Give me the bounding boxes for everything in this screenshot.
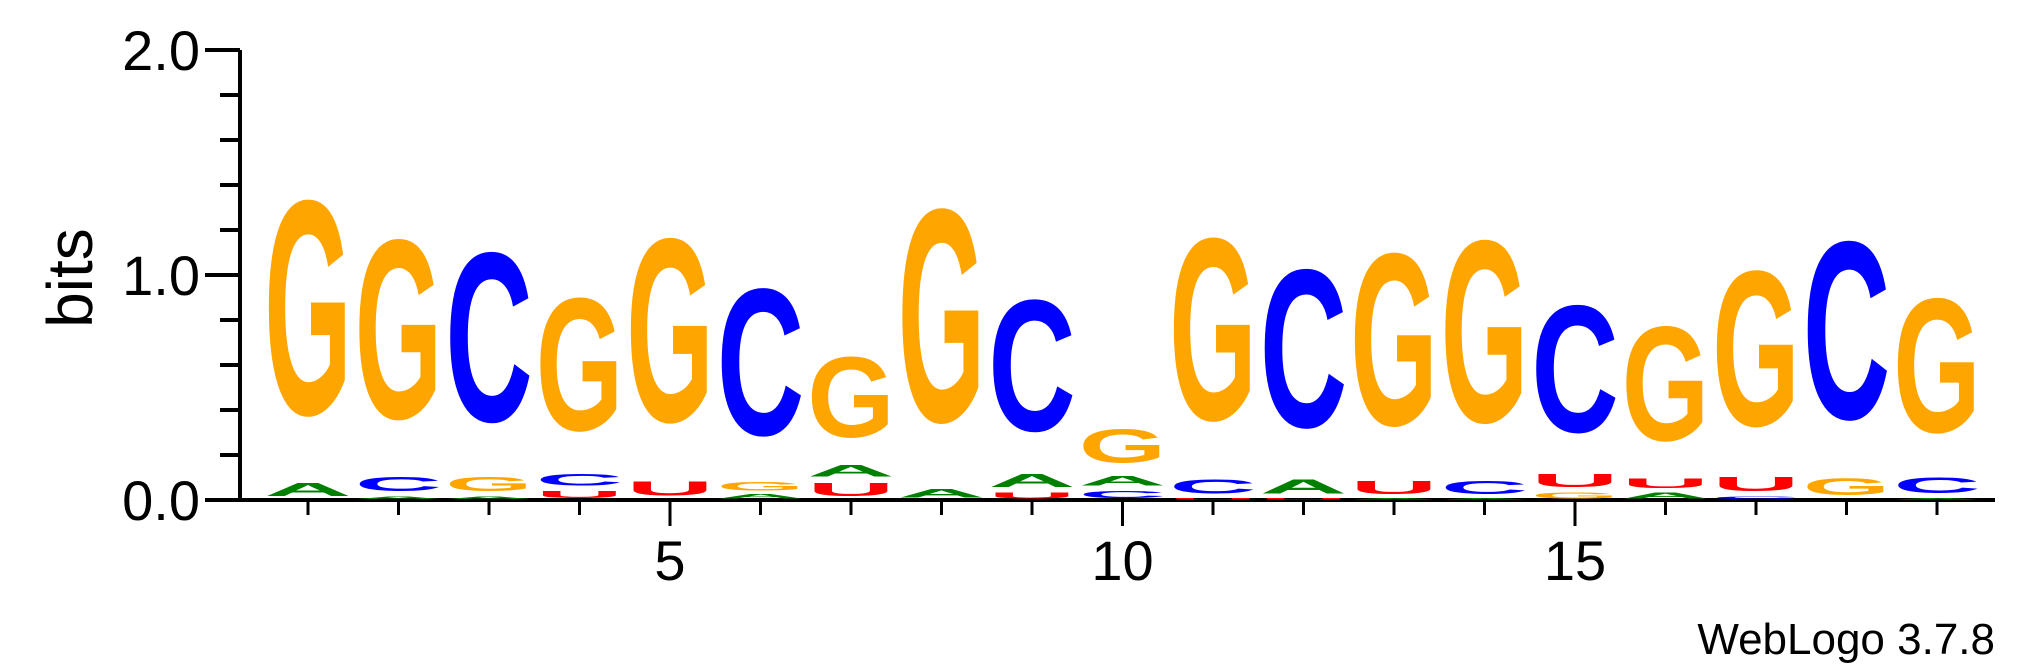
logo-letter-g-pos-18: G bbox=[1803, 473, 1891, 500]
logo-letter-c-pos-2: C bbox=[355, 473, 442, 496]
logo-letter-a-pos-19: A bbox=[1893, 498, 1980, 500]
logo-letter-a-pos-7: A bbox=[807, 462, 894, 480]
logo-letter-g-pos-11: G bbox=[1169, 184, 1256, 475]
logo-letter-c-pos-6: C bbox=[717, 246, 805, 480]
logo-letter-u-pos-5: U bbox=[626, 478, 713, 501]
logo-letter-a-pos-3: A bbox=[445, 496, 533, 501]
logo-letter-g-pos-7: G bbox=[807, 334, 894, 462]
x-tick-label: 10 bbox=[1091, 529, 1153, 592]
logo-letter-g-pos-15: G bbox=[1531, 491, 1619, 500]
y-axis: 0.0 1.0 2.0 bbox=[122, 19, 242, 532]
logo-letter-c-pos-4: C bbox=[536, 471, 623, 489]
logo-stacks: AGACGAGCUCGUGAGCUAGAGUACCAGUCGUACAUGACGG… bbox=[264, 136, 1980, 500]
logo-letter-g-pos-1: G bbox=[264, 136, 351, 479]
logo-letter-c-pos-12: C bbox=[1260, 223, 1348, 475]
logo-letter-c-pos-17: C bbox=[1712, 496, 1800, 501]
logo-letter-c-pos-14: C bbox=[1441, 478, 1528, 498]
logo-letter-u-pos-11: U bbox=[1169, 498, 1256, 500]
y-axis-title: bits bbox=[34, 228, 106, 328]
logo-letter-g-pos-4: G bbox=[536, 260, 623, 472]
logo-letter-u-pos-13: U bbox=[1350, 478, 1437, 498]
logo-letter-c-pos-11: C bbox=[1169, 475, 1256, 498]
logo-letter-c-pos-3: C bbox=[445, 202, 532, 473]
logo-letter-a-pos-13: A bbox=[1350, 498, 1437, 500]
logo-letter-g-pos-6: G bbox=[717, 480, 804, 493]
logo-letter-u-pos-17: U bbox=[1712, 473, 1799, 496]
logo-letter-a-pos-16: A bbox=[1622, 491, 1710, 500]
logo-letter-u-pos-16: U bbox=[1622, 475, 1710, 491]
logo-letter-u-pos-7: U bbox=[807, 480, 894, 500]
y-tick-label: 2.0 bbox=[122, 19, 200, 82]
logo-letter-c-pos-18: C bbox=[1803, 190, 1890, 473]
x-tick-label: 5 bbox=[654, 529, 685, 592]
logo-letter-a-pos-6: A bbox=[717, 493, 804, 500]
logo-letter-a-pos-8: A bbox=[898, 487, 985, 500]
logo-letter-u-pos-4: U bbox=[536, 489, 623, 500]
logo-letter-g-pos-13: G bbox=[1350, 202, 1437, 477]
logo-letter-g-pos-2: G bbox=[355, 186, 442, 472]
logo-letter-c-pos-19: C bbox=[1893, 473, 1980, 498]
logo-letter-a-pos-2: A bbox=[355, 496, 443, 501]
y-tick-label: 1.0 bbox=[122, 244, 200, 307]
y-tick-label: 0.0 bbox=[122, 469, 200, 532]
logo-letter-g-pos-10: G bbox=[1079, 420, 1166, 474]
logo-letter-u-pos-9: U bbox=[988, 491, 1076, 500]
x-axis: 5 10 15 bbox=[238, 498, 1995, 592]
logo-letter-g-pos-16: G bbox=[1622, 292, 1710, 475]
logo-letter-a-pos-9: A bbox=[988, 471, 1075, 491]
logo-letter-g-pos-19: G bbox=[1893, 260, 1980, 473]
logo-letter-c-pos-15: C bbox=[1531, 267, 1618, 471]
logo-letter-c-pos-9: C bbox=[988, 262, 1075, 471]
weblogo-footer: WebLogo 3.7.8 bbox=[1697, 615, 1995, 664]
logo-letter-a-pos-14: A bbox=[1441, 498, 1528, 500]
logo-letter-u-pos-12: U bbox=[1260, 498, 1347, 500]
logo-letter-a-pos-1: A bbox=[264, 480, 351, 500]
logo-letter-g-pos-14: G bbox=[1441, 187, 1528, 478]
logo-letter-g-pos-8: G bbox=[898, 145, 985, 486]
logo-letter-g-pos-17: G bbox=[1712, 226, 1799, 473]
logo-letter-g-pos-3: G bbox=[445, 473, 532, 495]
logo-letter-a-pos-10: A bbox=[1079, 473, 1167, 489]
logo-letter-u-pos-15: U bbox=[1531, 471, 1618, 491]
logo-letter-c-pos-10: C bbox=[1079, 489, 1166, 500]
logo-letter-a-pos-12: A bbox=[1260, 475, 1347, 498]
logo-letter-g-pos-5: G bbox=[626, 183, 713, 477]
x-tick-label: 15 bbox=[1544, 529, 1606, 592]
